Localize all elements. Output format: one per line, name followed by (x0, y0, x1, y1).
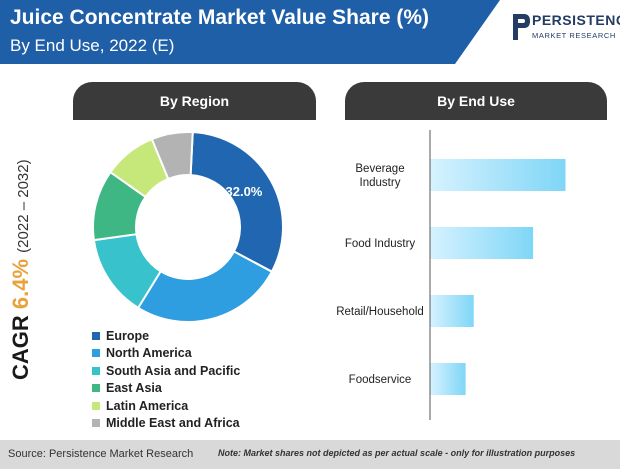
bar-label-beverage-industry: Beverage Industry (355, 163, 404, 189)
legend-item-south-asia-and-pacific: South Asia and Pacific (92, 362, 240, 380)
page-title: Juice Concentrate Market Value Share (%) (10, 6, 429, 29)
region-chart-title: By Region (73, 82, 316, 120)
source-text: Source: Persistence Market Research (8, 448, 194, 460)
note-text: Note: Market shares not depicted as per … (218, 448, 576, 458)
region-donut-chart: 32.0% (92, 131, 284, 323)
bar-foodservice (430, 363, 466, 395)
legend-swatch (92, 366, 100, 375)
enduse-bar-chart: Beverage Industry Food Industry Retail/Hous… (336, 130, 566, 420)
legend-swatch (92, 384, 100, 393)
cagr-value: 6.4% (8, 258, 33, 310)
legend-item-east-asia: East Asia (92, 380, 240, 398)
cagr-period: (2022 – 2032) (15, 159, 32, 253)
logo-name: PERSISTENCE (532, 12, 620, 28)
enduse-chart-title: By End Use (345, 82, 607, 120)
legend-label: Middle East and Africa (106, 416, 240, 431)
donut-slice-middle-east-and-africa (150, 131, 194, 181)
donut-slice-europe (189, 131, 284, 274)
bar-retail-household (430, 295, 474, 327)
legend-swatch (92, 419, 100, 428)
region-legend: Europe North America South Asia and Pacifi… (92, 327, 240, 432)
bar-label-retail-household: Retail/Household (336, 306, 424, 318)
logo-mark-icon (513, 14, 530, 40)
bar-label-foodservice: Foodservice (349, 374, 412, 386)
bar-beverage-industry (430, 159, 566, 191)
legend-item-middle-east-and-africa: Middle East and Africa (92, 415, 240, 433)
legend-label: North America (106, 346, 192, 361)
page-subtitle: By End Use, 2022 (E) (10, 36, 175, 55)
cagr-label: CAGR 6.4% (2022 – 2032) (8, 120, 34, 380)
header-band (0, 0, 500, 64)
bar-food-industry (430, 227, 534, 259)
donut-slice-north-america (136, 250, 274, 323)
footer: Source: Persistence Market Research Note… (0, 440, 620, 469)
legend-swatch (92, 349, 100, 358)
legend-item-latin-america: Latin America (92, 397, 240, 415)
legend-swatch (92, 401, 100, 410)
legend-label: Europe (106, 328, 150, 343)
legend-item-europe: Europe (92, 327, 240, 345)
legend-label: East Asia (106, 381, 162, 396)
logo-tagline: MARKET RESEARCH (532, 31, 616, 40)
legend-swatch (92, 331, 100, 340)
bar-label-food-industry: Food Industry (345, 238, 416, 250)
legend-item-north-america: North America (92, 345, 240, 363)
donut-label-europe: 32.0% (226, 184, 263, 199)
legend-label: Latin America (106, 398, 189, 413)
logo: PERSISTENCE MARKET RESEARCH (510, 10, 620, 56)
cagr-text: CAGR (8, 315, 33, 380)
legend-label: South Asia and Pacific (106, 363, 241, 378)
